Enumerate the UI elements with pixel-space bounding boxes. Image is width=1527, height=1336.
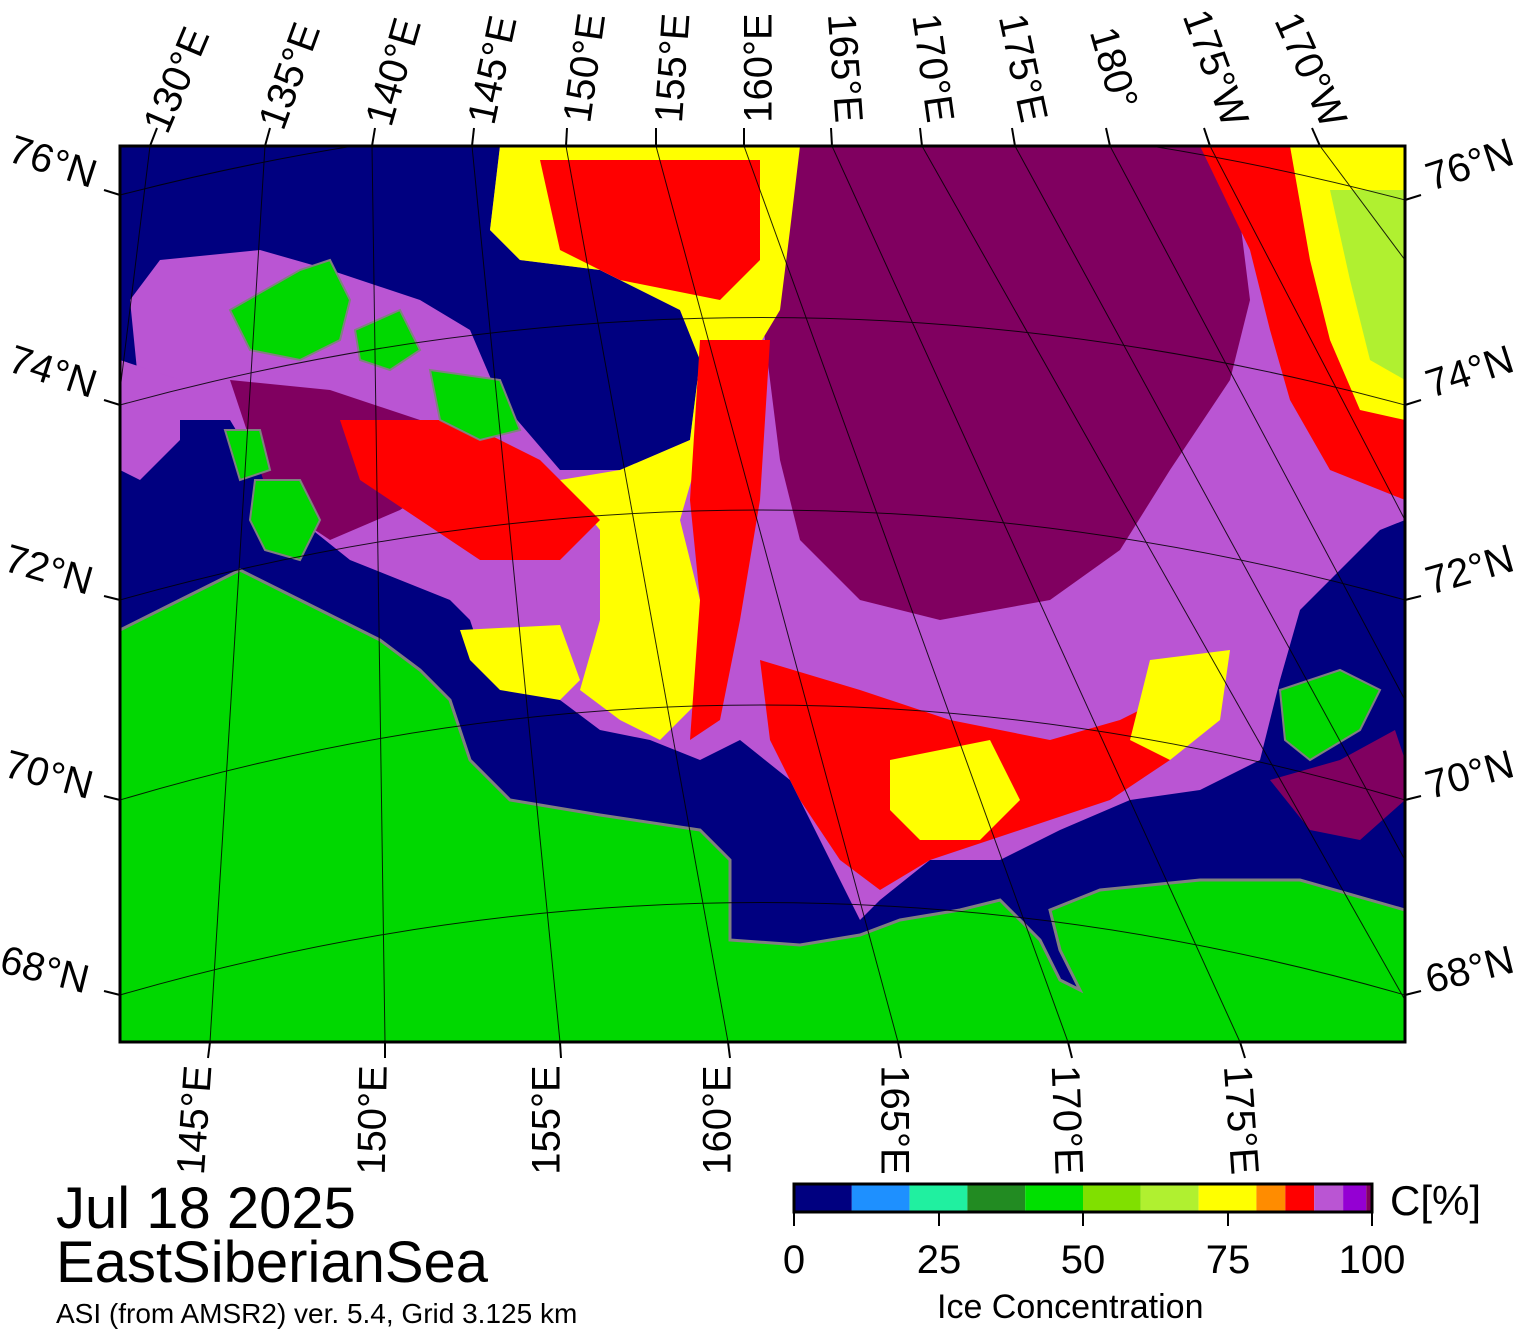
colorbar-swatch	[1314, 1184, 1344, 1212]
lon-label-top: 160°E	[736, 13, 781, 123]
colorbar-tick-label: 100	[1338, 1238, 1406, 1282]
colorbar-tick-label: 0	[782, 1238, 806, 1282]
colorbar-swatch	[794, 1184, 852, 1212]
mainland-coast	[120, 568, 1405, 1042]
colorbar-swatch	[1256, 1184, 1286, 1212]
colorbar-swatch	[1025, 1184, 1083, 1212]
region-name: EastSiberianSea	[56, 1230, 489, 1295]
lon-label-bottom: 155°E	[524, 1065, 569, 1175]
colorbar	[794, 1184, 1372, 1212]
lon-label-top: 165°E	[818, 11, 871, 125]
colorbar-title: Ice Concentration	[937, 1288, 1204, 1326]
lon-label-bottom: 170°E	[1042, 1064, 1091, 1176]
colorbar-swatch	[967, 1184, 1026, 1212]
graticule	[120, 146, 1405, 1042]
lon-label-bottom: 165°E	[872, 1065, 917, 1175]
colorbar-swatch	[1285, 1184, 1315, 1212]
data-source: ASI (from AMSR2) ver. 5.4, Grid 3.125 km	[56, 1298, 578, 1329]
colorbar-swatch	[851, 1184, 910, 1212]
lon-label-bottom: 145°E	[168, 1063, 221, 1177]
lon-label-bottom: 160°E	[695, 1065, 740, 1175]
colorbar-swatch	[1083, 1184, 1141, 1212]
colorbar-swatch	[909, 1184, 968, 1212]
colorbar-swatch	[1366, 1184, 1372, 1212]
map-date: Jul 18 2025	[56, 1176, 356, 1241]
colorbar-tick-label: 25	[916, 1238, 962, 1282]
colorbar-ticks	[793, 1212, 1373, 1226]
lon-label-bottom: 175°E	[1214, 1063, 1267, 1177]
lon-label-top: 155°E	[646, 11, 699, 125]
colorbar-tick-label: 75	[1205, 1238, 1251, 1282]
colorbar-swatch	[1140, 1184, 1199, 1212]
frame-ticks	[103, 127, 1422, 1059]
lon-label-bottom: 150°E	[349, 1064, 396, 1176]
colorbar-swatch	[1343, 1184, 1367, 1212]
colorbar-swatch	[1198, 1184, 1257, 1212]
sea-ice-field	[120, 146, 1405, 920]
map-frame	[118, 144, 1407, 1044]
colorbar-tick-label: 50	[1060, 1238, 1106, 1282]
colorbar-unit: C[%]	[1390, 1177, 1482, 1224]
island-landmasses	[223, 258, 1382, 762]
